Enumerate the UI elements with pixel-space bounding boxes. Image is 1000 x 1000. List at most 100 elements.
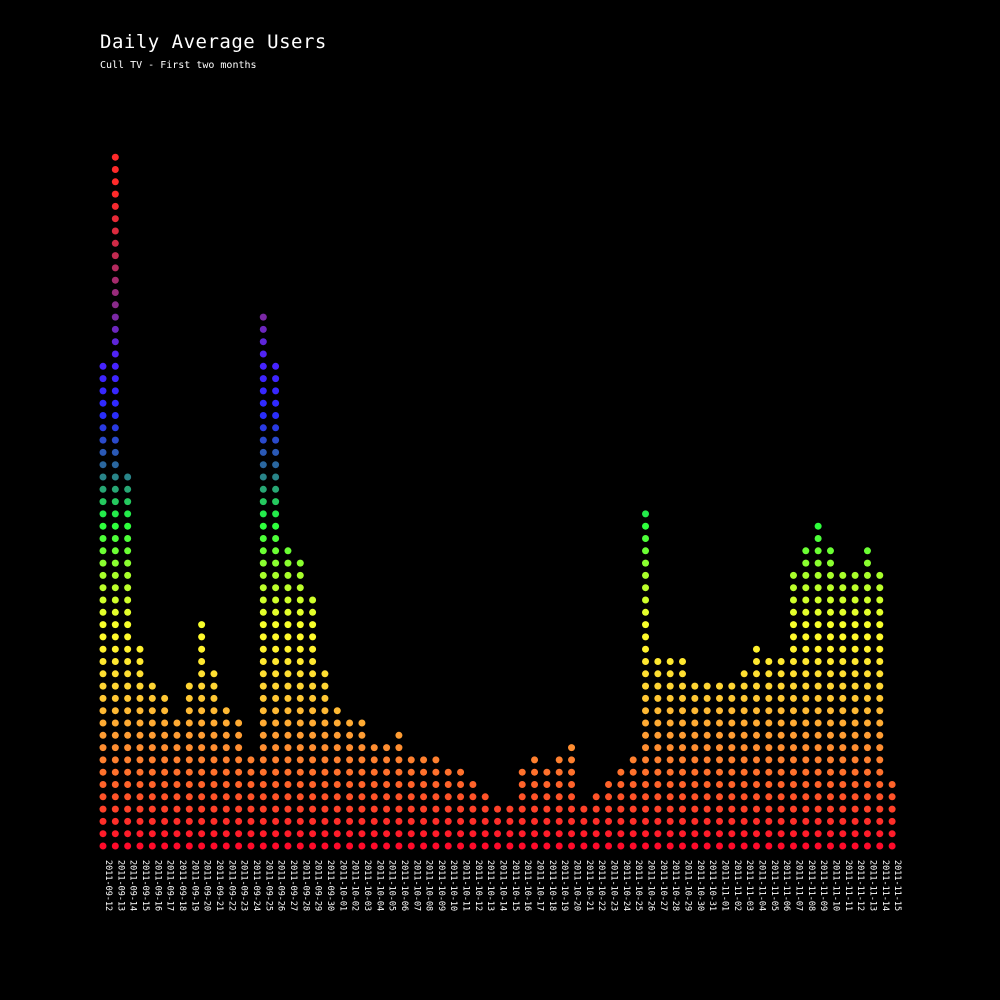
dot-2011-11-04-3 bbox=[752, 817, 760, 825]
dot-2011-09-29-18 bbox=[309, 633, 317, 641]
dot-2011-11-09-19 bbox=[814, 621, 822, 629]
dot-2011-11-04-13 bbox=[752, 694, 760, 702]
dot-2011-11-10-20 bbox=[826, 608, 834, 616]
dot-2011-11-08-7 bbox=[802, 768, 810, 776]
dot-2011-09-21-5 bbox=[210, 793, 218, 801]
dot-2011-11-13-1 bbox=[863, 842, 871, 850]
dot-2011-10-26-19 bbox=[642, 621, 650, 629]
dot-2011-09-26-23 bbox=[272, 571, 280, 579]
dot-2011-09-25-25 bbox=[259, 547, 267, 555]
dot-2011-09-26-39 bbox=[272, 375, 280, 383]
dot-2011-09-26-33 bbox=[272, 448, 280, 456]
dot-2011-11-11-21 bbox=[839, 596, 847, 604]
dot-2011-10-16-2 bbox=[518, 830, 526, 838]
x-tick-label: 2011-09-13 bbox=[115, 860, 125, 911]
dot-2011-11-14-7 bbox=[876, 768, 884, 776]
dot-2011-10-08-5 bbox=[420, 793, 428, 801]
dot-2011-10-10-7 bbox=[444, 768, 452, 776]
dot-2011-10-27-3 bbox=[654, 817, 662, 825]
dot-2011-10-01-9 bbox=[333, 744, 341, 752]
dot-2011-09-14-16 bbox=[124, 658, 132, 665]
dot-2011-10-08-8 bbox=[420, 756, 428, 764]
dot-2011-09-21-9 bbox=[210, 744, 218, 752]
dot-2011-11-01-3 bbox=[716, 817, 723, 825]
dot-2011-09-27-18 bbox=[284, 633, 292, 641]
dot-2011-10-15-2 bbox=[506, 830, 514, 838]
dot-2011-11-08-23 bbox=[802, 571, 810, 579]
dot-2011-09-14-7 bbox=[124, 768, 132, 776]
dot-2011-11-09-4 bbox=[814, 805, 822, 813]
dot-2011-09-25-8 bbox=[259, 756, 267, 764]
dot-2011-09-14-14 bbox=[124, 682, 132, 690]
dot-2011-11-09-8 bbox=[814, 756, 822, 764]
dot-2011-11-14-19 bbox=[876, 621, 884, 629]
dot-2011-09-20-4 bbox=[198, 805, 206, 813]
dot-2011-09-26-22 bbox=[272, 584, 280, 592]
dot-2011-09-27-7 bbox=[284, 768, 292, 776]
dot-2011-09-17-12 bbox=[161, 707, 169, 715]
dot-2011-10-07-7 bbox=[407, 768, 415, 776]
dot-2011-11-05-13 bbox=[765, 694, 773, 702]
dot-2011-10-24-1 bbox=[617, 842, 625, 850]
dot-2011-11-05-6 bbox=[765, 781, 773, 788]
dot-2011-09-16-7 bbox=[148, 768, 156, 776]
dot-2011-10-20-2 bbox=[568, 830, 576, 838]
dot-2011-11-10-16 bbox=[826, 658, 834, 665]
dot-2011-10-04-2 bbox=[370, 830, 378, 838]
dot-2011-11-09-27 bbox=[814, 522, 822, 530]
dot-2011-10-25-8 bbox=[629, 756, 637, 764]
dot-2011-10-26-26 bbox=[642, 535, 650, 542]
dot-2011-10-30-2 bbox=[691, 830, 699, 838]
dot-2011-09-26-3 bbox=[272, 817, 280, 825]
dot-2011-10-27-2 bbox=[654, 830, 662, 838]
dot-2011-09-24-3 bbox=[247, 817, 255, 825]
dot-2011-09-14-19 bbox=[124, 621, 132, 629]
dot-2011-09-13-18 bbox=[111, 633, 119, 641]
dot-2011-09-19-8 bbox=[185, 756, 193, 764]
dot-2011-10-17-2 bbox=[531, 830, 539, 838]
dot-2011-09-24-2 bbox=[247, 830, 255, 838]
dot-2011-09-28-4 bbox=[296, 805, 304, 813]
x-tick-label: 2011-10-25 bbox=[633, 860, 643, 911]
dot-2011-11-07-18 bbox=[789, 633, 797, 641]
x-tick-label: 2011-10-20 bbox=[572, 860, 582, 911]
dot-2011-09-28-17 bbox=[296, 645, 304, 653]
dot-2011-11-07-20 bbox=[789, 608, 797, 616]
dot-2011-11-09-17 bbox=[814, 645, 822, 653]
dot-2011-09-25-19 bbox=[259, 621, 267, 629]
x-tick-label: 2011-09-27 bbox=[288, 860, 298, 911]
dot-2011-11-06-11 bbox=[777, 719, 785, 727]
dot-2011-10-20-7 bbox=[568, 768, 576, 776]
dot-2011-09-28-24 bbox=[296, 559, 304, 567]
x-tick-label: 2011-11-05 bbox=[769, 860, 779, 911]
dot-2011-09-13-28 bbox=[111, 510, 119, 518]
dot-2011-09-17-9 bbox=[161, 744, 169, 752]
dot-2011-10-07-2 bbox=[407, 830, 415, 838]
dot-2011-10-29-5 bbox=[679, 793, 687, 801]
dot-2011-10-28-4 bbox=[666, 805, 674, 813]
dot-2011-09-12-13 bbox=[99, 694, 107, 702]
dot-2011-09-27-21 bbox=[284, 596, 292, 604]
dot-2011-10-29-12 bbox=[679, 707, 687, 715]
dot-2011-11-10-2 bbox=[826, 830, 834, 838]
dot-2011-10-20-8 bbox=[568, 756, 576, 764]
dot-2011-11-12-16 bbox=[851, 658, 859, 665]
dot-2011-10-05-3 bbox=[383, 817, 391, 825]
dot-2011-09-12-8 bbox=[99, 756, 107, 764]
dot-2011-10-30-10 bbox=[691, 731, 699, 739]
dot-2011-10-12-1 bbox=[469, 842, 477, 850]
dot-2011-09-26-8 bbox=[272, 756, 280, 764]
dot-2011-09-22-3 bbox=[222, 817, 230, 825]
dot-2011-09-25-43 bbox=[259, 325, 267, 333]
dot-2011-10-06-5 bbox=[395, 793, 403, 801]
dot-2011-11-13-2 bbox=[863, 830, 871, 838]
dot-2011-09-25-16 bbox=[259, 658, 267, 665]
x-tick-label: 2011-10-17 bbox=[535, 860, 545, 911]
dot-2011-09-26-20 bbox=[272, 608, 280, 616]
dot-2011-10-27-10 bbox=[654, 731, 662, 739]
dot-2011-10-01-4 bbox=[333, 805, 341, 813]
dot-2011-11-02-12 bbox=[728, 707, 736, 715]
dot-2011-11-12-3 bbox=[851, 817, 859, 825]
dot-2011-11-04-12 bbox=[752, 707, 760, 715]
dot-2011-09-29-12 bbox=[309, 707, 317, 715]
